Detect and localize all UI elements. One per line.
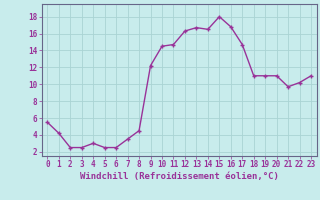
X-axis label: Windchill (Refroidissement éolien,°C): Windchill (Refroidissement éolien,°C) — [80, 172, 279, 181]
